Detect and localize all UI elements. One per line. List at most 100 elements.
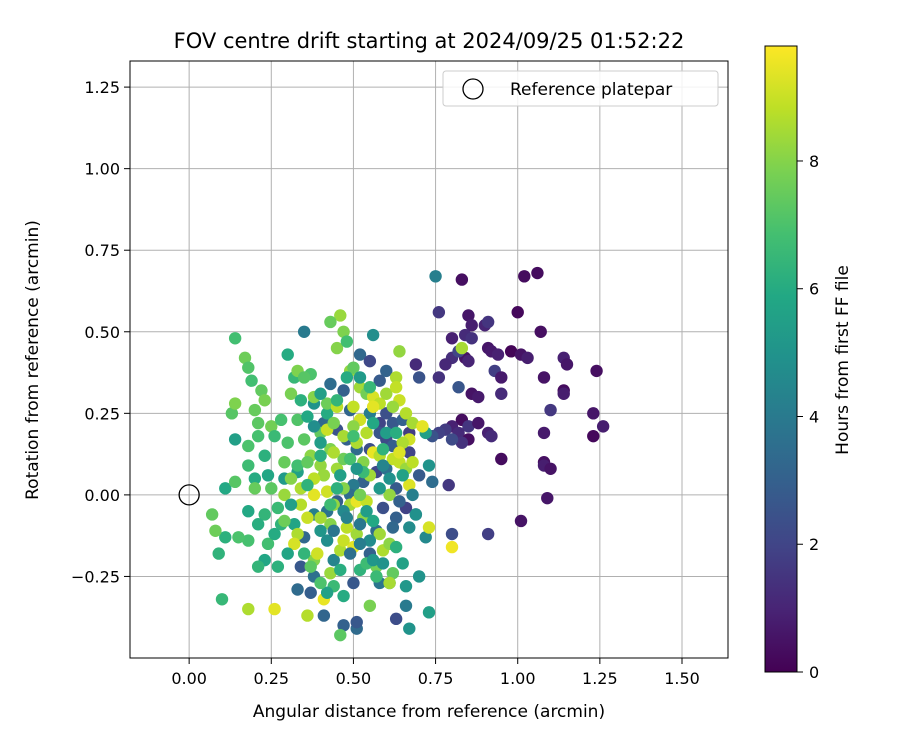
- data-point: [347, 576, 360, 590]
- data-point: [495, 371, 508, 384]
- data-point: [297, 433, 311, 446]
- data-point: [504, 345, 518, 358]
- data-point: [268, 429, 281, 443]
- x-tick-label: 1.25: [582, 669, 618, 688]
- data-point: [495, 387, 508, 400]
- data-point: [324, 566, 337, 580]
- data-point: [278, 514, 291, 528]
- data-point: [366, 400, 380, 414]
- data-point: [301, 478, 314, 492]
- data-point: [215, 593, 229, 606]
- data-point: [228, 475, 242, 489]
- data-point: [465, 332, 478, 345]
- data-point: [399, 599, 413, 613]
- data-point: [301, 609, 314, 622]
- data-point: [347, 429, 360, 443]
- data-point: [248, 403, 262, 417]
- data-point: [343, 452, 357, 466]
- data-point: [284, 387, 298, 400]
- data-point: [389, 426, 403, 440]
- data-point: [251, 416, 265, 430]
- data-point: [383, 488, 396, 502]
- data-point: [485, 429, 498, 443]
- data-point: [419, 531, 432, 544]
- data-point: [363, 534, 377, 547]
- data-point: [291, 583, 304, 596]
- data-point: [544, 462, 557, 475]
- data-point: [472, 416, 485, 430]
- data-point: [314, 576, 327, 590]
- y-axis-label: Rotation from reference (arcmin): [23, 220, 43, 500]
- x-tick-label: 0.50: [336, 669, 372, 688]
- data-point: [334, 628, 347, 642]
- data-point: [228, 332, 242, 345]
- data-point: [320, 534, 334, 547]
- data-point: [337, 384, 350, 397]
- grid-lines: [130, 61, 728, 658]
- data-point: [409, 508, 423, 521]
- data-point: [393, 495, 406, 508]
- data-point: [396, 557, 409, 570]
- data-point: [347, 400, 360, 414]
- data-point: [370, 570, 383, 583]
- data-point: [327, 553, 340, 567]
- chart-title: FOV centre drift starting at 2024/09/25 …: [174, 29, 685, 53]
- data-point: [399, 407, 413, 420]
- data-point: [297, 547, 311, 560]
- data-point: [317, 469, 331, 482]
- data-point: [311, 547, 324, 560]
- data-point: [386, 566, 400, 580]
- data-point: [219, 531, 232, 544]
- data-point: [242, 361, 255, 374]
- data-point: [590, 364, 603, 378]
- data-point: [373, 527, 386, 541]
- data-point: [380, 426, 393, 440]
- data-point: [429, 270, 442, 283]
- data-point: [334, 544, 347, 557]
- data-point: [271, 560, 285, 573]
- data-point: [212, 547, 225, 560]
- data-point: [337, 619, 350, 632]
- data-point: [422, 606, 436, 619]
- data-point: [412, 371, 426, 384]
- data-point: [366, 328, 380, 342]
- data-point: [271, 501, 285, 515]
- data-point: [373, 374, 386, 387]
- data-point: [347, 361, 360, 374]
- data-point: [301, 410, 314, 423]
- y-tick-label: 0.00: [84, 486, 120, 505]
- data-point: [297, 371, 311, 384]
- y-tick-label: 1.00: [84, 160, 120, 179]
- data-point: [511, 305, 524, 319]
- data-point: [284, 498, 298, 511]
- data-point: [360, 426, 373, 440]
- data-point: [314, 436, 327, 449]
- data-point: [393, 345, 406, 358]
- data-point: [445, 540, 459, 554]
- data-point: [251, 429, 265, 443]
- data-point: [432, 305, 446, 319]
- y-axis-ticks: −0.25 0.00 0.25 0.50 0.75 1.00 1.25: [71, 78, 130, 586]
- data-point: [251, 518, 265, 531]
- data-point: [442, 478, 455, 492]
- x-axis-label: Angular distance from reference (arcmin): [253, 702, 605, 722]
- data-point: [294, 560, 308, 573]
- data-point: [383, 472, 396, 485]
- data-point: [265, 482, 278, 495]
- data-point: [245, 374, 258, 387]
- data-point: [330, 341, 344, 355]
- data-point: [403, 622, 416, 635]
- data-point: [291, 413, 304, 427]
- y-tick-label: −0.25: [71, 567, 120, 586]
- y-tick-label: 0.50: [84, 323, 120, 342]
- data-point: [462, 309, 475, 322]
- data-point: [389, 381, 403, 394]
- data-point: [376, 443, 390, 456]
- legend-box: [442, 70, 719, 107]
- colorbar-tick-label: 2: [809, 535, 819, 554]
- data-point: [389, 511, 403, 524]
- data-point: [537, 371, 551, 384]
- data-point: [327, 416, 340, 430]
- data-point: [261, 469, 275, 482]
